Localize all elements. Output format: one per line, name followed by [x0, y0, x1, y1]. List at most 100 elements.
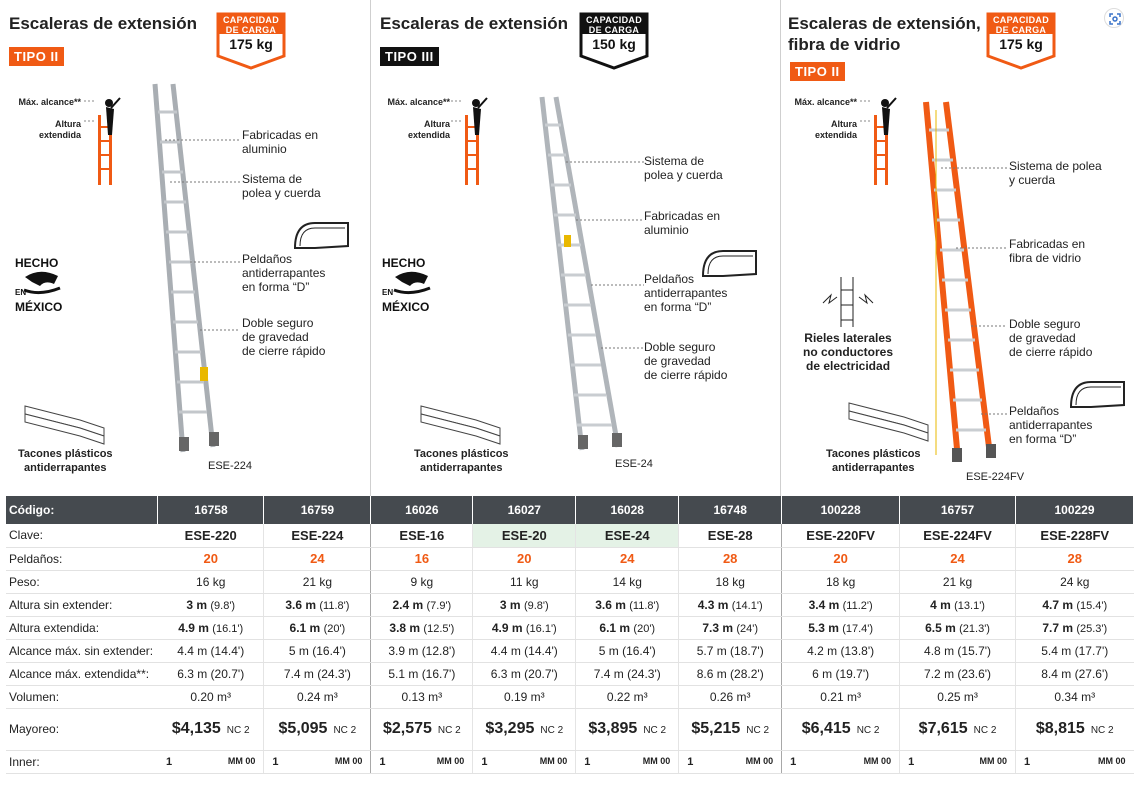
value-ft: (24')	[736, 622, 759, 635]
nc-code: NC 2	[437, 725, 461, 736]
row-volumen: Volumen: 0.20 m³ 0.24 m³ 0.13 m³ 0.19 m³ 0.22…	[6, 685, 1134, 709]
cell-peso: 9 kg	[370, 570, 474, 594]
expand-icon[interactable]	[1104, 8, 1124, 28]
spec-table: Código: 16758 16759 16026 16027 16028 16748 100…	[6, 496, 1134, 774]
tacon-icon	[24, 405, 105, 445]
cell-inner: 1 MM 00	[575, 750, 680, 774]
annotation-polea: Sistema de polea y cuerda	[1009, 159, 1102, 187]
cell-clave: ESE-20	[472, 524, 577, 548]
person-icon	[451, 97, 488, 185]
row-peso: Peso: 16 kg 21 kg 9 kg 11 kg 14 kg 18 kg 18 kg 2…	[6, 570, 1134, 594]
cap-label: CAPACIDAD	[585, 15, 643, 25]
cell-alt-ext: 4.9 m (16.1')	[157, 616, 265, 640]
cap-value: 175 kg	[229, 36, 273, 52]
nc-code: NC 2	[540, 725, 564, 736]
cell-mayoreo: $5,095 NC 2	[263, 708, 372, 751]
mm-code: MM 00	[642, 755, 671, 766]
cap-value: 150 kg	[592, 36, 636, 52]
cell-alt-sin: 4 m (13.1')	[899, 593, 1016, 617]
annotation-fibra: Fabricadas en fibra de vidrio	[1009, 237, 1086, 265]
price: $3,895	[588, 720, 638, 737]
cell-clave: ESE-228FV	[1015, 524, 1134, 548]
cap-label-2: DE CARGA	[995, 25, 1047, 35]
cell-codigo: 100229	[1015, 496, 1134, 524]
cell-mayoreo: $3,895 NC 2	[575, 708, 680, 751]
inner-wrap: 1 MM 00	[786, 756, 895, 768]
cell-alt-ext: 4.9 m (16.1')	[472, 616, 577, 640]
cell-peldanos: 20	[781, 547, 901, 571]
cell-codigo: 16027	[472, 496, 577, 524]
cell-alc-sin: 4.4 m (14.4')	[157, 639, 265, 663]
price: $8,815	[1035, 720, 1085, 737]
inner-qty: 1	[272, 755, 279, 768]
cell-inner: 1 MM 00	[157, 750, 265, 774]
value-ft: (16.1')	[525, 622, 557, 635]
mm-code: MM 00	[1097, 755, 1126, 766]
tacones-label: Tacones plásticos antiderrapantes	[18, 448, 113, 474]
row-label: Volumen:	[6, 685, 158, 709]
cap-label-2: DE CARGA	[225, 25, 277, 35]
cell-codigo: 100228	[781, 496, 901, 524]
person-icon	[84, 97, 121, 185]
row-inner: Inner: 1 MM 00 1 MM 00 1 MM 00 1 MM 00 1 MM 00 1 MM …	[6, 750, 1134, 774]
nc-code: NC 2	[333, 725, 357, 736]
cell-volumen: 0.19 m³	[472, 685, 577, 709]
cell-alt-ext: 7.7 m (25.3')	[1015, 616, 1134, 640]
tipo-badge: TIPO II	[9, 47, 64, 66]
cap-label: CAPACIDAD	[992, 15, 1050, 25]
cell-peldanos: 20	[157, 547, 265, 571]
tacon-icon	[848, 402, 929, 442]
cell-alt-sin: 3 m (9.8')	[472, 593, 577, 617]
cell-alt-sin: 3.6 m (11.8')	[263, 593, 372, 617]
annotation-seguro: Doble seguro de gravedad de cierre rápid…	[1009, 317, 1093, 359]
value-m: 7.3 m	[702, 620, 734, 635]
cell-clave: ESE-224	[263, 524, 372, 548]
cell-clave: ESE-16	[370, 524, 474, 548]
section-title: Escaleras de extensión	[9, 14, 198, 33]
ladder-icon	[539, 96, 622, 451]
nc-code: NC 2	[746, 725, 770, 736]
cell-peso: 16 kg	[157, 570, 265, 594]
cell-codigo: 16759	[263, 496, 372, 524]
inner-qty: 1	[584, 755, 591, 768]
model-caption: ESE-224	[208, 460, 253, 472]
cap-label: CAPACIDAD	[222, 15, 280, 25]
inner-qty: 1	[481, 755, 488, 768]
annotation-peldanos: Peldaños antiderrapantes en forma “D”	[644, 272, 728, 314]
leader-lines	[566, 161, 644, 349]
cell-clave: ESE-28	[678, 524, 783, 548]
section-title: Escaleras de extensión	[380, 14, 569, 33]
value-ft: (11.8')	[629, 599, 660, 612]
section-tipo-ii-aluminio: Escaleras de extensión TIPO II CAPACIDAD…	[0, 0, 371, 496]
row-clave: Clave: ESE-220 ESE-224 ESE-16 ESE-20 ESE-24 ES…	[6, 524, 1134, 548]
person-icon	[860, 97, 897, 185]
mm-code: MM 00	[863, 755, 892, 766]
cell-codigo: 16026	[370, 496, 474, 524]
rung-icon	[701, 250, 757, 277]
nc-code: NC 2	[1090, 725, 1114, 736]
annotation-aluminio: Fabricadas en aluminio	[242, 128, 319, 156]
tacones-label: Tacones plásticos antiderrapantes	[826, 448, 921, 474]
value-m: 3.6 m	[595, 597, 626, 612]
cell-alc-sin: 4.2 m (13.8')	[781, 639, 901, 663]
value-ft: (21.3')	[959, 622, 990, 635]
cap-label-2: DE CARGA	[588, 25, 640, 35]
section-tipo-iii-aluminio: Escaleras de extensión TIPO III CAPACIDA…	[371, 0, 781, 496]
hecho-en-mexico: HECHO EN MÉXICO	[15, 256, 62, 314]
altura-extendida-label: Altura extendida	[38, 119, 81, 140]
value-m: 4.9 m	[491, 620, 523, 635]
max-alcance-label: Máx. alcance**	[387, 97, 450, 107]
value-m: 3 m	[499, 597, 521, 612]
cell-inner: 1 MM 00	[263, 750, 372, 774]
cell-alc-sin: 5 m (16.4')	[263, 639, 372, 663]
row-label: Altura extendida:	[6, 616, 158, 640]
inner-qty: 1	[687, 755, 694, 768]
cell-alc-ext: 7.4 m (24.3')	[263, 662, 372, 686]
cell-alc-ext: 6 m (19.7')	[781, 662, 901, 686]
inner-qty: 1	[790, 755, 797, 768]
value-m: 4.3 m	[697, 597, 729, 612]
cell-alc-ext: 5.1 m (16.7')	[370, 662, 474, 686]
cell-peso: 18 kg	[781, 570, 901, 594]
price: $3,295	[485, 720, 535, 737]
value-ft: (9.8')	[210, 599, 236, 612]
